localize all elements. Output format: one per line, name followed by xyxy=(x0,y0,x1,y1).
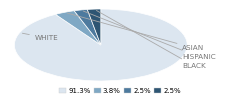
Wedge shape xyxy=(14,9,187,81)
Text: HISPANIC: HISPANIC xyxy=(83,11,216,60)
Text: BLACK: BLACK xyxy=(96,10,206,69)
Wedge shape xyxy=(87,9,101,45)
Text: ASIAN: ASIAN xyxy=(67,13,205,51)
Legend: 91.3%, 3.8%, 2.5%, 2.5%: 91.3%, 3.8%, 2.5%, 2.5% xyxy=(56,85,184,96)
Wedge shape xyxy=(55,11,101,45)
Text: WHITE: WHITE xyxy=(22,33,59,41)
Wedge shape xyxy=(74,9,101,45)
